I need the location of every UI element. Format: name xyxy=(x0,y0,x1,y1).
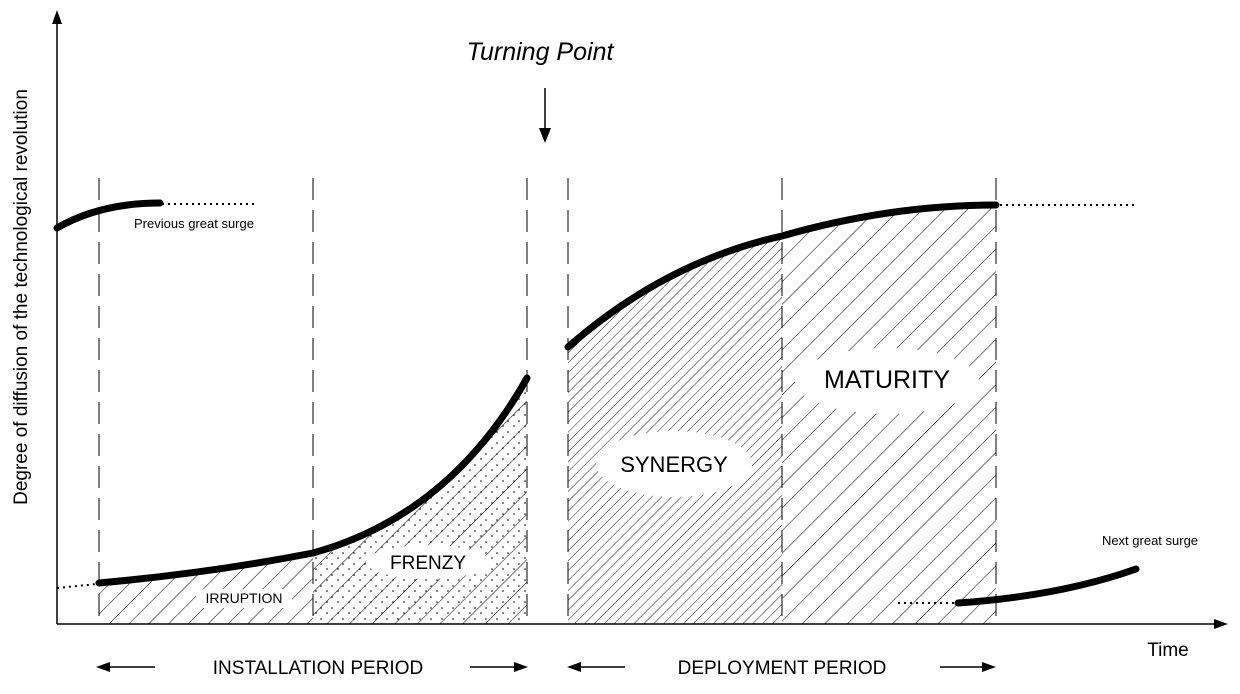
next-surge-curve xyxy=(954,565,1140,607)
maturity-bubble xyxy=(795,348,979,414)
synergy-label: SYNERGY xyxy=(620,452,728,477)
lead-in-extension xyxy=(56,583,98,589)
irruption-bubble xyxy=(196,589,292,608)
irruption-label: IRRUPTION xyxy=(206,590,283,606)
y-axis-label: Degree of diffusion of the technological… xyxy=(11,89,32,505)
phase-areas xyxy=(99,205,996,624)
deployment-period-label: DEPLOYMENT PERIOD xyxy=(678,658,887,679)
surge-curves xyxy=(53,199,1140,607)
turning-point-arrow xyxy=(539,88,551,143)
frenzy-bubble xyxy=(366,545,490,579)
y-axis-arrowhead xyxy=(52,10,62,24)
x-axis-label: Time xyxy=(1147,640,1189,661)
synergy-area xyxy=(568,236,782,624)
synergy-bubble xyxy=(596,431,752,497)
next-surge-label: Next great surge xyxy=(1102,533,1198,548)
x-axis-arrowhead xyxy=(1214,619,1228,629)
maturity-area xyxy=(782,205,996,624)
frenzy-label: FRENZY xyxy=(390,553,466,574)
installation-period-label: INSTALLATION PERIOD xyxy=(213,658,423,679)
turning-point-label: Turning Point xyxy=(467,38,615,66)
previous-surge-curve xyxy=(53,199,164,232)
maturity-label: MATURITY xyxy=(824,366,950,394)
irruption-area xyxy=(99,553,313,624)
installation-curve xyxy=(95,374,531,587)
previous-surge-label: Previous great surge xyxy=(134,216,254,231)
deployment-curve xyxy=(564,201,1000,351)
dotted-extensions xyxy=(56,203,1134,604)
label-bubbles xyxy=(196,348,979,608)
period-arrows xyxy=(96,662,996,672)
